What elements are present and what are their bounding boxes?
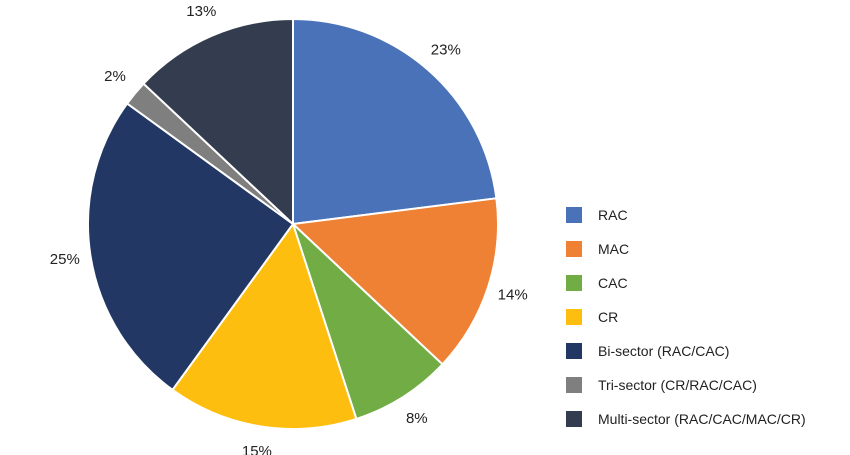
legend-label: MAC (598, 241, 630, 257)
data-label-tri-sector-cr-rac-cac: 2% (104, 68, 126, 85)
legend-label: Tri-sector (CR/RAC/CAC) (598, 377, 757, 393)
legend-item-rac: RAC (566, 198, 806, 232)
pie-slice-cr (171, 221, 358, 430)
pie-slice-multi-sector-rac-cac-mac-cr (142, 17, 294, 227)
legend-swatch (566, 309, 582, 325)
data-label-multi-sector-rac-cac-mac-cr: 13% (186, 3, 216, 20)
legend-label: Bi-sector (RAC/CAC) (598, 343, 730, 359)
legend-item-bi-sector-rac-cac: Bi-sector (RAC/CAC) (566, 334, 806, 368)
legend-label: CAC (598, 275, 628, 291)
legend-item-mac: MAC (566, 232, 806, 266)
pie-slice-bi-sector-rac-cac (87, 102, 295, 392)
legend-swatch (566, 241, 582, 257)
legend-swatch (566, 377, 582, 393)
legend-item-multi-sector-rac-cac-mac-cr: Multi-sector (RAC/CAC/MAC/CR) (566, 402, 806, 436)
legend-item-tri-sector-cr-rac-cac: Tri-sector (CR/RAC/CAC) (566, 368, 806, 402)
legend-swatch (566, 275, 582, 291)
legend-label: Multi-sector (RAC/CAC/MAC/CR) (598, 411, 806, 427)
legend-item-cac: CAC (566, 266, 806, 300)
data-label-cr: 15% (242, 443, 272, 455)
pie-slice-cac (292, 223, 444, 421)
legend-swatch (566, 411, 582, 427)
data-label-rac: 23% (431, 42, 461, 59)
data-label-cac: 8% (406, 410, 428, 427)
data-label-mac: 14% (498, 286, 528, 303)
pie-slice-mac (290, 197, 499, 366)
pie-data-labels: 23% 14% 8% 15% 25% 2% 13% (50, 3, 528, 455)
legend-swatch (566, 343, 582, 359)
legend-item-cr: CR (566, 300, 806, 334)
chart-legend: RAC MAC CAC CR Bi-sector (RAC/CAC) Tri-sector… (566, 198, 806, 436)
pie-slices (87, 17, 499, 430)
legend-swatch (566, 207, 582, 223)
legend-label: CR (598, 309, 619, 325)
pie-slice-rac (292, 17, 498, 226)
data-label-bi-sector-rac-cac: 25% (50, 251, 80, 268)
legend-label: RAC (598, 207, 628, 223)
